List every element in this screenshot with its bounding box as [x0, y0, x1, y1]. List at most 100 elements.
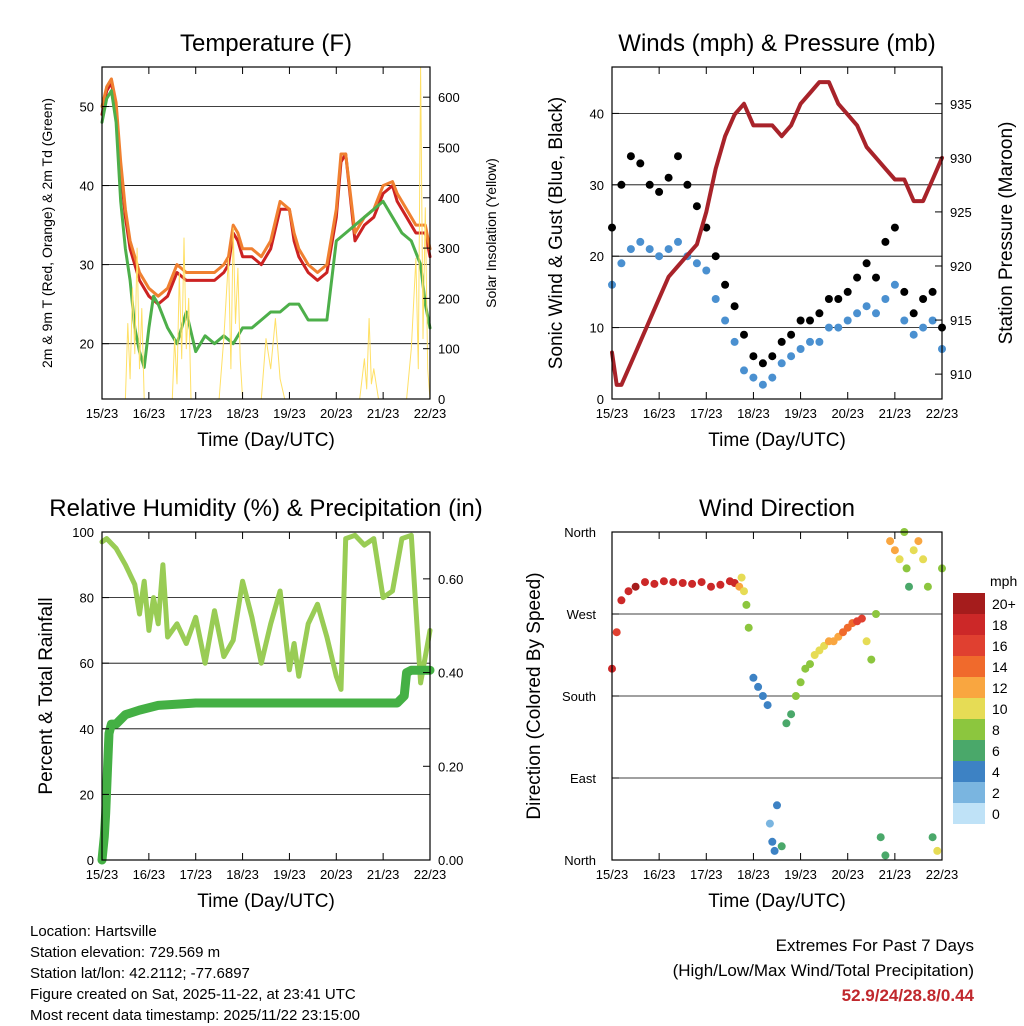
y-tick-label: North — [564, 525, 596, 540]
data-point — [763, 701, 772, 710]
data-point — [815, 309, 824, 318]
station-location: Location: Hartsville — [30, 923, 157, 940]
data-point — [669, 578, 678, 587]
data-point — [721, 280, 730, 289]
data-point — [645, 180, 654, 189]
data-point — [777, 842, 786, 851]
y-tick-label: 10 — [590, 321, 604, 336]
legend-label: 0 — [992, 806, 1000, 822]
x-tick-label: 22/23 — [414, 406, 447, 421]
y2-tick-label: 920 — [950, 259, 972, 274]
legend-label: 6 — [992, 743, 1000, 759]
station-info: Location: Hartsville Station elevation: … — [30, 921, 360, 1026]
x-tick-label: 15/23 — [86, 406, 119, 421]
station-elevation: Station elevation: 729.569 m — [30, 944, 221, 961]
x-tick-label: 15/23 — [596, 867, 629, 882]
series-line-total-precipitation — [97, 665, 435, 865]
data-point — [740, 587, 748, 596]
data-point — [862, 259, 871, 268]
series-line-9m-t — [100, 77, 432, 298]
y-tick-label: 20 — [590, 249, 604, 264]
chart-title: Relative Humidity (%) & Precipitation (i… — [49, 495, 482, 522]
y2-tick-label: 200 — [438, 291, 460, 306]
data-point — [872, 273, 880, 282]
data-point — [824, 323, 833, 332]
data-point — [914, 537, 923, 546]
x-tick-label: 21/23 — [879, 867, 912, 882]
y-tick-label: 30 — [590, 178, 604, 193]
y-tick-label: 30 — [80, 258, 94, 273]
data-point — [749, 373, 758, 382]
data-point — [617, 596, 626, 605]
y2-tick-label: 300 — [438, 241, 460, 256]
legend-swatch — [953, 761, 985, 782]
data-point — [787, 710, 796, 719]
data-point — [867, 655, 876, 664]
data-point — [697, 578, 706, 587]
x-tick-label: 20/23 — [320, 406, 353, 421]
legend-label: 10 — [992, 701, 1008, 717]
x-tick-label: 22/23 — [926, 406, 959, 421]
extremes-title: Extremes For Past 7 Days — [775, 936, 974, 955]
data-point — [933, 846, 942, 855]
series-line-relative-humidity — [99, 532, 433, 692]
data-point — [744, 623, 753, 632]
y-axis-label: Direction (Colored By Speed) — [524, 572, 545, 819]
x-tick-label: 20/23 — [320, 867, 353, 882]
data-point — [919, 323, 928, 332]
legend-swatch — [953, 740, 985, 761]
data-point — [636, 159, 645, 168]
x-tick-label: 18/23 — [737, 406, 770, 421]
y-tick-label: 40 — [590, 106, 604, 121]
x-tick-label: 19/23 — [784, 406, 817, 421]
data-point — [664, 173, 673, 182]
x-tick-label: 21/23 — [367, 867, 400, 882]
data-point — [919, 555, 928, 564]
y2-tick-label: 600 — [438, 90, 460, 105]
x-tick-label: 18/23 — [226, 406, 259, 421]
data-point — [881, 295, 890, 303]
x-tick-label: 18/23 — [226, 867, 259, 882]
data-point — [758, 380, 767, 389]
data-point — [909, 330, 918, 339]
data-point — [674, 237, 682, 246]
legend-label: 14 — [992, 659, 1008, 675]
speed-legend: mph 20+ 18 16 14 12 10 8 6 4 2 0 — [953, 573, 1017, 824]
data-point — [626, 245, 635, 254]
data-point — [881, 851, 890, 860]
x-tick-label: 19/23 — [784, 867, 817, 882]
chart-title: Wind Direction — [699, 495, 855, 522]
data-point — [688, 579, 697, 588]
legend-title: mph — [990, 573, 1017, 589]
data-point — [650, 579, 659, 588]
x-tick-label: 17/23 — [179, 867, 212, 882]
plot-frame — [611, 66, 943, 400]
x-axis-label: Time (Day/UTC) — [197, 891, 335, 912]
y-tick-label: South — [562, 689, 596, 704]
data-point — [754, 682, 763, 691]
data-point — [843, 287, 852, 296]
data-point — [768, 837, 777, 846]
y-tick-label: 80 — [80, 591, 94, 606]
data-point — [617, 259, 626, 268]
x-tick-label: 16/23 — [643, 406, 676, 421]
data-point — [742, 600, 751, 609]
y2-axis-label: Solar Insolation (Yellow) — [483, 158, 499, 308]
data-point — [834, 323, 843, 332]
data-point — [923, 582, 932, 591]
series-gust — [608, 152, 946, 368]
x-tick-label: 21/23 — [367, 406, 400, 421]
y2-tick-label: 500 — [438, 140, 460, 155]
legend-label: 20+ — [992, 596, 1016, 612]
data-point — [787, 352, 796, 361]
y2-tick-label: 0.00 — [438, 853, 463, 868]
legend-label: 4 — [992, 764, 1000, 780]
data-point — [815, 337, 824, 346]
data-point — [730, 337, 739, 346]
legend-swatch — [953, 803, 985, 824]
data-point — [862, 302, 871, 311]
y-axis-label: Sonic Wind & Gust (Blue, Black) — [546, 97, 567, 369]
data-point — [834, 295, 843, 303]
x-tick-label: 22/23 — [926, 867, 959, 882]
x-tick-label: 17/23 — [690, 867, 723, 882]
